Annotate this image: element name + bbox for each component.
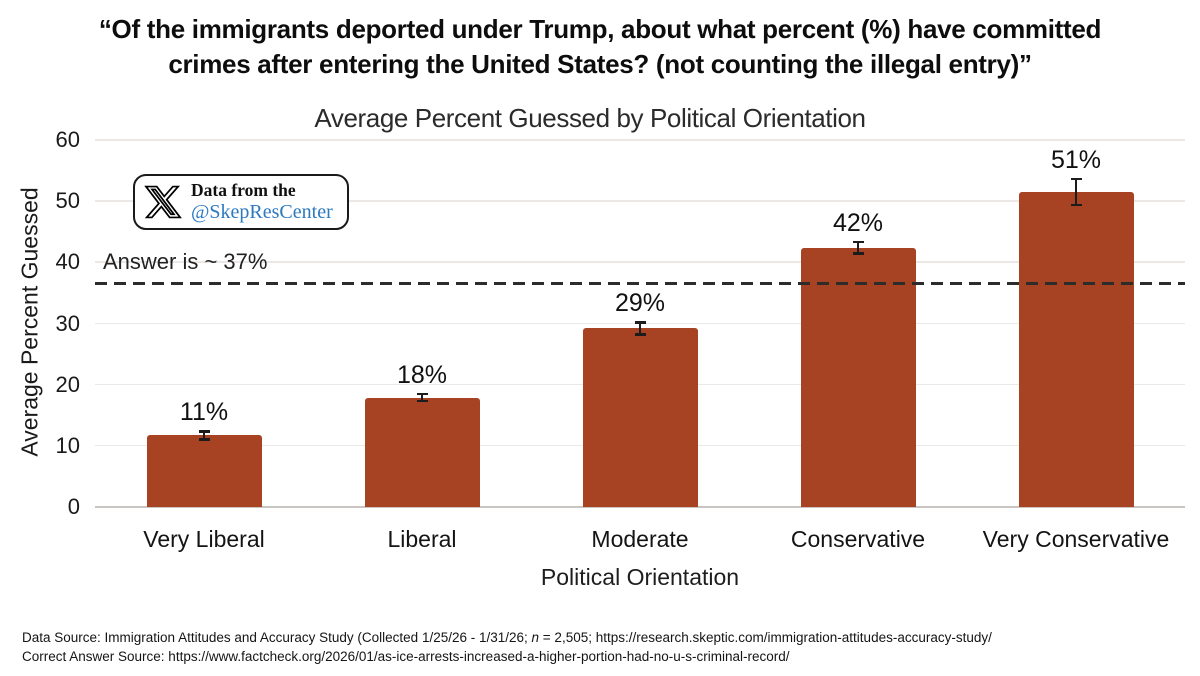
data-source-line: Data Source: Immigration Attitudes and A… — [22, 630, 992, 645]
gridline — [95, 261, 1185, 263]
error-bar-cap — [634, 333, 646, 336]
bar-value-label: 51% — [1050, 145, 1102, 174]
error-bar-cap — [198, 430, 210, 433]
bar-value-label: 29% — [614, 289, 666, 318]
error-bar-cap — [1070, 203, 1082, 207]
gridline — [95, 200, 1185, 202]
plot-area: 11% 18% 29% 42% 51% — [95, 139, 1185, 508]
badge-text: Data from the — [191, 180, 296, 200]
x-logo-icon — [144, 183, 182, 221]
y-tick-label: 20 — [55, 371, 80, 397]
bar — [582, 328, 698, 507]
bar — [800, 247, 916, 507]
bar — [1018, 191, 1134, 507]
category-label: Conservative — [790, 526, 926, 552]
y-tick-label: 40 — [55, 249, 80, 275]
error-bar — [420, 393, 424, 402]
y-tick-label: 30 — [55, 310, 80, 336]
y-tick-label: 60 — [55, 127, 80, 152]
bar-value-label: 18% — [396, 360, 448, 389]
gridline — [95, 506, 1185, 508]
error-bar — [202, 431, 206, 440]
y-tick-label: 50 — [55, 188, 80, 214]
question-title: “Of the immigrants deported under Trump,… — [70, 12, 1130, 82]
bar — [146, 435, 262, 507]
category-label: Liberal — [387, 526, 457, 552]
error-bar-cap — [852, 240, 864, 244]
badge-handle-link: @SkepResCenter — [191, 201, 333, 223]
reference-line — [95, 281, 1185, 285]
x-axis-title: Political Orientation — [540, 564, 740, 590]
category-label: Moderate — [591, 526, 689, 552]
data-source-badge: Data from the @SkepResCenter — [133, 174, 349, 230]
question-title-line2: crimes after entering the United States?… — [168, 49, 1032, 79]
bar-value-label: 11% — [179, 398, 229, 427]
error-bar-cap — [198, 438, 210, 441]
error-bar — [1074, 178, 1078, 206]
error-bar-cap — [1070, 177, 1082, 181]
y-tick-label: 0 — [67, 494, 80, 519]
reference-line-label: Answer is ~ 37% — [103, 249, 268, 274]
error-bar-cap — [416, 399, 428, 403]
source-footer: Data Source: Immigration Attitudes and A… — [22, 628, 992, 666]
bar — [364, 397, 480, 507]
error-bar — [856, 241, 860, 254]
error-bar-cap — [416, 392, 428, 396]
error-bar — [638, 322, 642, 335]
category-label: Very Conservative — [982, 526, 1170, 552]
category-label: Very Liberal — [143, 526, 265, 552]
error-bar-cap — [852, 252, 864, 255]
chart-title: Average Percent Guessed by Political Ori… — [314, 103, 866, 133]
bar-value-label: 42% — [832, 208, 884, 237]
question-title-line1: “Of the immigrants deported under Trump,… — [98, 14, 1102, 44]
y-tick-label: 10 — [55, 432, 80, 458]
correct-answer-source-line: Correct Answer Source: https://www.factc… — [22, 649, 790, 664]
error-bar-cap — [634, 321, 646, 324]
gridline — [95, 139, 1185, 141]
